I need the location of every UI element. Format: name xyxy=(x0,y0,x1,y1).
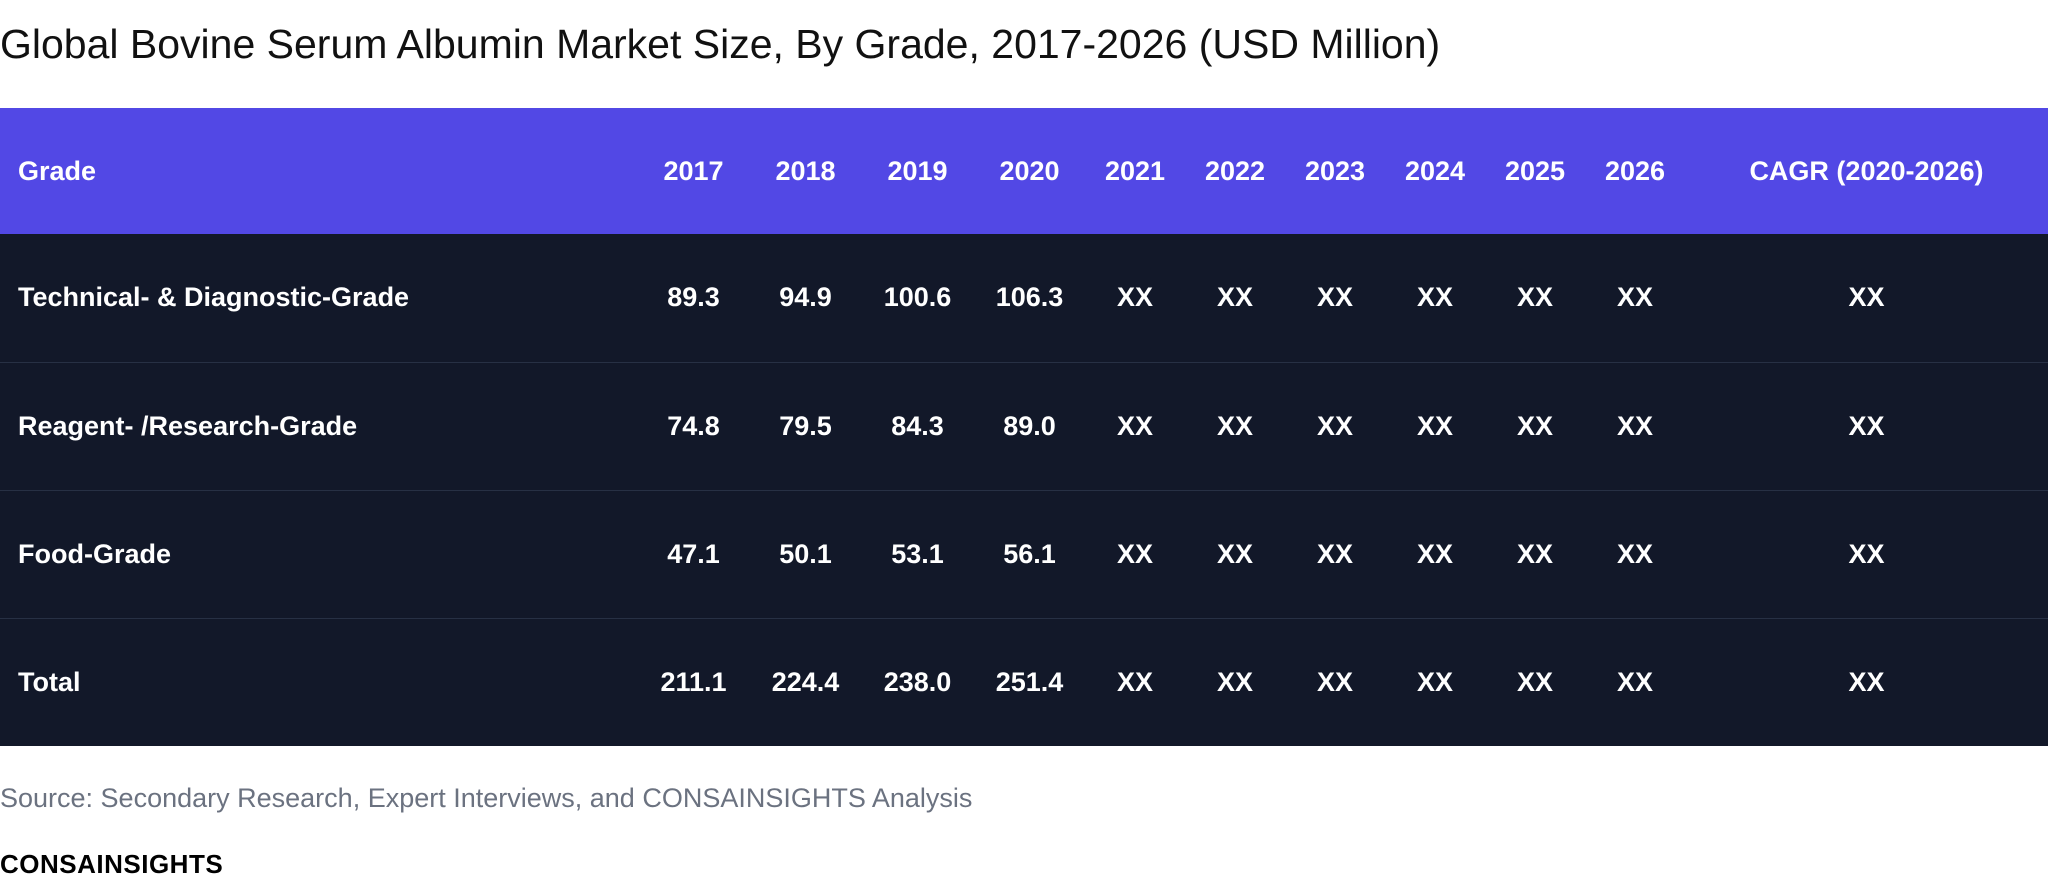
table-cell: XX xyxy=(1116,282,1154,313)
table-cell: XX xyxy=(1316,410,1354,441)
brand-logo: CONSAINSIGHTS xyxy=(0,849,224,879)
table-cell: XX xyxy=(1516,282,1554,313)
row-label: Technical- & Diagnostic-Grade xyxy=(18,282,410,313)
row-label: Food-Grade xyxy=(18,538,171,569)
column-header-2025: 2025 xyxy=(1504,155,1566,186)
table-cell: XX xyxy=(1616,282,1654,313)
table-cell: XX xyxy=(1216,410,1254,441)
table-cell: XX xyxy=(1216,538,1254,569)
table-cell: XX xyxy=(1116,538,1154,569)
table-cell: XX xyxy=(1316,538,1354,569)
table-cell: XX xyxy=(1216,666,1254,697)
column-header-2019: 2019 xyxy=(887,155,948,186)
table-row-total: Total 211.1 224.4 238.0 251.4 XX XX XX X… xyxy=(0,618,2048,746)
table-cell: XX xyxy=(1848,410,1885,441)
table-cell: 251.4 xyxy=(995,666,1064,697)
column-header-cagr: CAGR (2020-2026) xyxy=(1749,155,1984,186)
table-cell: 56.1 xyxy=(1003,538,1056,569)
column-header-2024: 2024 xyxy=(1404,155,1466,186)
column-header-2022: 2022 xyxy=(1204,155,1266,186)
table-cell: XX xyxy=(1616,538,1654,569)
table-cell: 94.9 xyxy=(779,282,832,313)
table-row-technical-diagnostic-grade: Technical- & Diagnostic-Grade 89.3 94.9 … xyxy=(0,234,2048,362)
table-cell: XX xyxy=(1516,666,1554,697)
table-cell: 47.1 xyxy=(667,538,720,569)
column-header-2021: 2021 xyxy=(1104,155,1166,186)
column-header-2017: 2017 xyxy=(663,155,724,186)
market-size-table: Grade 2017 2018 2019 2020 2021 2022 2023… xyxy=(0,108,2048,746)
table-cell: 89.3 xyxy=(667,282,720,313)
source-note: Source: Secondary Research, Expert Inter… xyxy=(0,783,973,813)
column-header-2023: 2023 xyxy=(1304,155,1366,186)
table-cell: XX xyxy=(1316,282,1354,313)
page-title: Global Bovine Serum Albumin Market Size,… xyxy=(0,21,1441,67)
column-header-2026: 2026 xyxy=(1604,155,1666,186)
table-cell: XX xyxy=(1516,410,1554,441)
table-cell: XX xyxy=(1516,538,1554,569)
table-cell: XX xyxy=(1616,666,1654,697)
table-cell: XX xyxy=(1416,538,1454,569)
table-cell: XX xyxy=(1116,410,1154,441)
table-cell: XX xyxy=(1216,282,1254,313)
table-cell: 211.1 xyxy=(660,666,727,697)
table-cell: 89.0 xyxy=(1003,410,1056,441)
table-cell: XX xyxy=(1416,282,1454,313)
row-label: Reagent- /Research-Grade xyxy=(18,410,358,441)
table-cell: 106.3 xyxy=(995,282,1064,313)
table-cell: XX xyxy=(1616,410,1654,441)
column-header-2020: 2020 xyxy=(999,155,1060,186)
table-row-reagent-research-grade: Reagent- /Research-Grade 74.8 79.5 84.3 … xyxy=(0,362,2048,490)
table-cell: 238.0 xyxy=(883,666,952,697)
row-label: Total xyxy=(18,666,81,697)
table-cell: XX xyxy=(1316,666,1354,697)
table-header-row: Grade 2017 2018 2019 2020 2021 2022 2023… xyxy=(0,108,2048,234)
table-cell: 79.5 xyxy=(779,410,832,441)
table-cell: 50.1 xyxy=(779,538,832,569)
table-cell: 224.4 xyxy=(771,666,840,697)
column-header-2018: 2018 xyxy=(775,155,836,186)
column-header-grade: Grade xyxy=(18,155,97,186)
table-cell: XX xyxy=(1848,282,1885,313)
table-cell: XX xyxy=(1416,666,1454,697)
table-cell: XX xyxy=(1848,666,1885,697)
table-cell: XX xyxy=(1116,666,1154,697)
table-cell: 74.8 xyxy=(667,410,720,441)
table-cell: 84.3 xyxy=(891,410,944,441)
table-cell: XX xyxy=(1416,410,1454,441)
table-row-food-grade: Food-Grade 47.1 50.1 53.1 56.1 XX XX XX … xyxy=(0,490,2048,618)
table-cell: 100.6 xyxy=(883,282,952,313)
table-cell: 53.1 xyxy=(891,538,944,569)
table-cell: XX xyxy=(1848,538,1885,569)
